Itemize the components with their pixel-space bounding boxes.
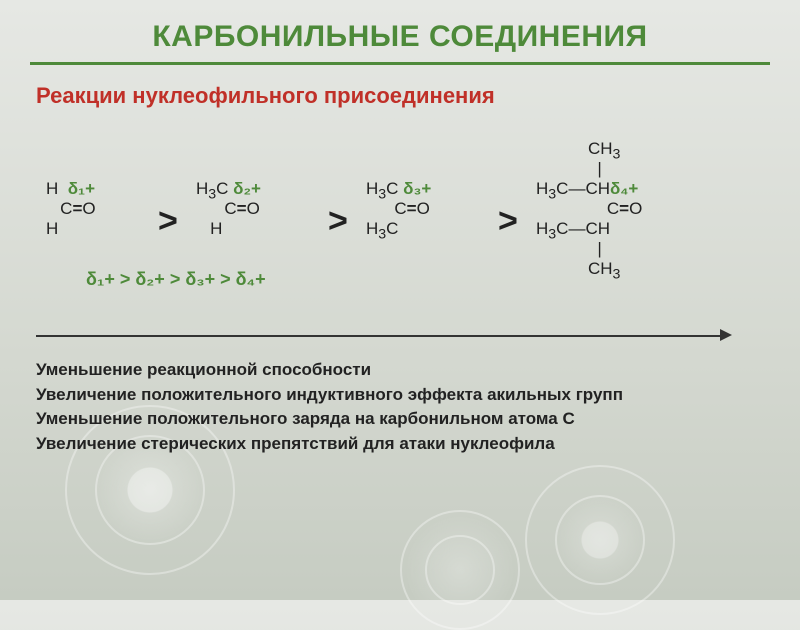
carbonyl: C=O <box>394 199 429 218</box>
atom-h: H <box>210 219 222 238</box>
arrow-line <box>36 335 726 337</box>
molecule-diisopropyl-ketone: CH3 | H3C—CHδ₄+ C=O H3C—CH | CH3 <box>536 139 642 279</box>
atom-h: H <box>46 219 58 238</box>
group-h3c: H3C <box>196 179 228 198</box>
molecule-acetone: H3C δ₃+ C=O H3C <box>366 179 431 239</box>
delta-4: δ₄+ <box>610 179 638 198</box>
explain-line: Увеличение стерических препятствий для а… <box>36 432 770 457</box>
page-title: КАРБОНИЛЬНЫЕ СОЕДИНЕНИЯ <box>0 0 800 62</box>
group-ch3: CH3 <box>588 139 620 158</box>
page-subtitle: Реакции нуклеофильного присоединения <box>0 83 800 109</box>
ripple-ring <box>525 465 675 615</box>
greater-than: > <box>498 204 518 238</box>
explain-line: Уменьшение положительного заряда на карб… <box>36 407 770 432</box>
molecule-acetaldehyde: H3C δ₂+ C=O H <box>196 179 261 239</box>
group-h3c: H3C <box>366 179 398 198</box>
ripple-ring <box>425 535 495 605</box>
carbonyl: C=O <box>60 199 95 218</box>
carbonyl: C=O <box>607 199 642 218</box>
title-underline <box>30 62 770 65</box>
explanation-block: Уменьшение реакционной способности Увели… <box>36 358 770 457</box>
delta-2: δ₂+ <box>233 179 261 198</box>
group-h3c: H3C <box>536 179 568 198</box>
group-h3c: H3C <box>366 219 398 238</box>
explain-line: Уменьшение реакционной способности <box>36 358 770 383</box>
group-ch: CH <box>585 179 610 198</box>
greater-than: > <box>158 204 178 238</box>
explain-line: Увеличение положительного индуктивного э… <box>36 383 770 408</box>
greater-than: > <box>328 204 348 238</box>
reactivity-diagram: H δ₁+ C=O H > H3C δ₂+ C=O H > H3C δ₃+ C=… <box>36 139 800 339</box>
delta-1: δ₁+ <box>68 179 95 198</box>
atom-h: H <box>46 179 58 198</box>
delta-3: δ₃+ <box>403 179 431 198</box>
group-ch3: CH3 <box>588 259 620 278</box>
group-h3c: H3C <box>536 219 568 238</box>
arrow-head-icon <box>720 329 732 341</box>
carbonyl: C=O <box>224 199 259 218</box>
group-ch: CH <box>585 219 610 238</box>
molecule-formaldehyde: H δ₁+ C=O H <box>46 179 96 239</box>
delta-ordering: δ₁+ > δ₂+ > δ₃+ > δ₄+ <box>86 269 266 290</box>
